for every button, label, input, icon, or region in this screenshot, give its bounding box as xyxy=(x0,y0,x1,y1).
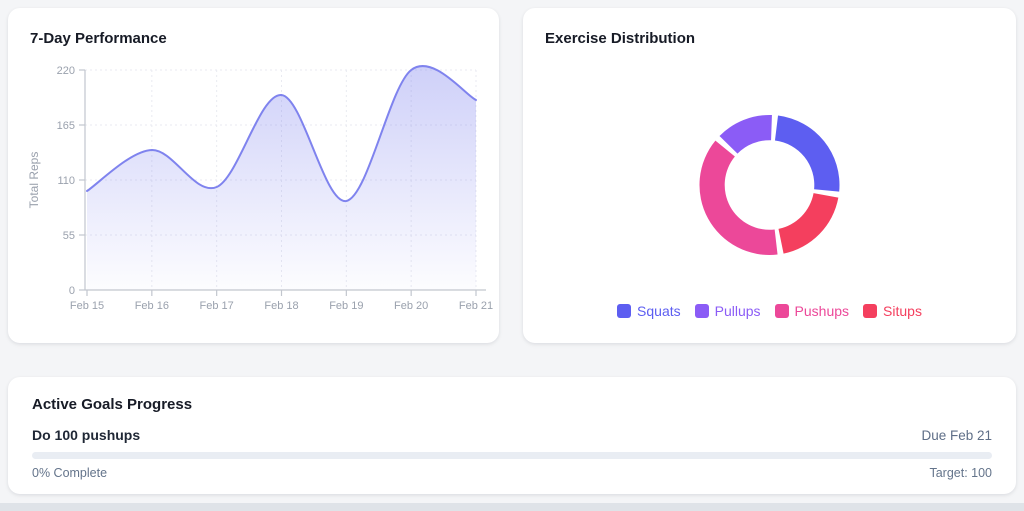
exercise-distribution-donut-chart[interactable] xyxy=(523,53,1016,268)
goal-meta-row: 0% Complete Target: 100 xyxy=(32,466,992,480)
svg-text:165: 165 xyxy=(57,120,75,132)
svg-text:Feb 17: Feb 17 xyxy=(200,300,234,312)
svg-text:Feb 18: Feb 18 xyxy=(264,300,298,312)
svg-text:Feb 20: Feb 20 xyxy=(394,300,428,312)
legend-swatch-pushups xyxy=(774,304,789,318)
legend-swatch-squats xyxy=(617,304,632,318)
legend-swatch-pullups xyxy=(694,304,709,318)
performance-card: 7-Day Performance 0 55 110 165 220 Feb 15 Feb … xyxy=(8,8,499,343)
legend-label-situps: Situps xyxy=(883,303,922,319)
legend-item-pullups[interactable]: Pullups xyxy=(694,303,761,319)
distribution-card: Exercise Distribution Squats Pullups Pus… xyxy=(523,8,1016,343)
svg-text:55: 55 xyxy=(63,230,75,242)
donut-legend: Squats Pullups Pushups Situps xyxy=(523,303,1016,319)
svg-text:Feb 15: Feb 15 xyxy=(70,300,104,312)
performance-card-title: 7-Day Performance xyxy=(30,30,167,47)
legend-label-pushups: Pushups xyxy=(794,303,850,319)
legend-item-squats[interactable]: Squats xyxy=(617,303,681,319)
svg-text:Feb 16: Feb 16 xyxy=(135,300,169,312)
goal-due-date: Due Feb 21 xyxy=(921,428,992,443)
goal-complete-label: 0% Complete xyxy=(32,466,108,480)
goal-progress-bar xyxy=(32,452,992,459)
goal-row: Do 100 pushups Due Feb 21 xyxy=(32,427,992,443)
legend-item-pushups[interactable]: Pushups xyxy=(774,303,850,319)
distribution-card-title: Exercise Distribution xyxy=(545,30,696,47)
goal-target-label: Target: 100 xyxy=(929,466,992,480)
active-goals-card: Active Goals Progress Do 100 pushups Due… xyxy=(8,377,1016,494)
svg-text:Total Reps: Total Reps xyxy=(27,152,41,209)
svg-text:110: 110 xyxy=(57,175,75,187)
svg-text:Feb 21: Feb 21 xyxy=(459,300,493,312)
legend-label-pullups: Pullups xyxy=(714,303,761,319)
svg-text:0: 0 xyxy=(69,285,75,297)
svg-text:220: 220 xyxy=(57,65,75,77)
page-bottom-strip xyxy=(0,503,1024,511)
legend-label-squats: Squats xyxy=(637,303,681,319)
seven-day-performance-line-chart[interactable]: 0 55 110 165 220 Feb 15 Feb 16 Feb 17 Feb 18 Feb … xyxy=(8,58,499,320)
goal-name: Do 100 pushups xyxy=(32,427,141,443)
goals-card-title: Active Goals Progress xyxy=(32,396,193,413)
svg-text:Feb 19: Feb 19 xyxy=(329,300,363,312)
legend-swatch-situps xyxy=(863,304,878,318)
legend-item-situps[interactable]: Situps xyxy=(863,303,922,319)
